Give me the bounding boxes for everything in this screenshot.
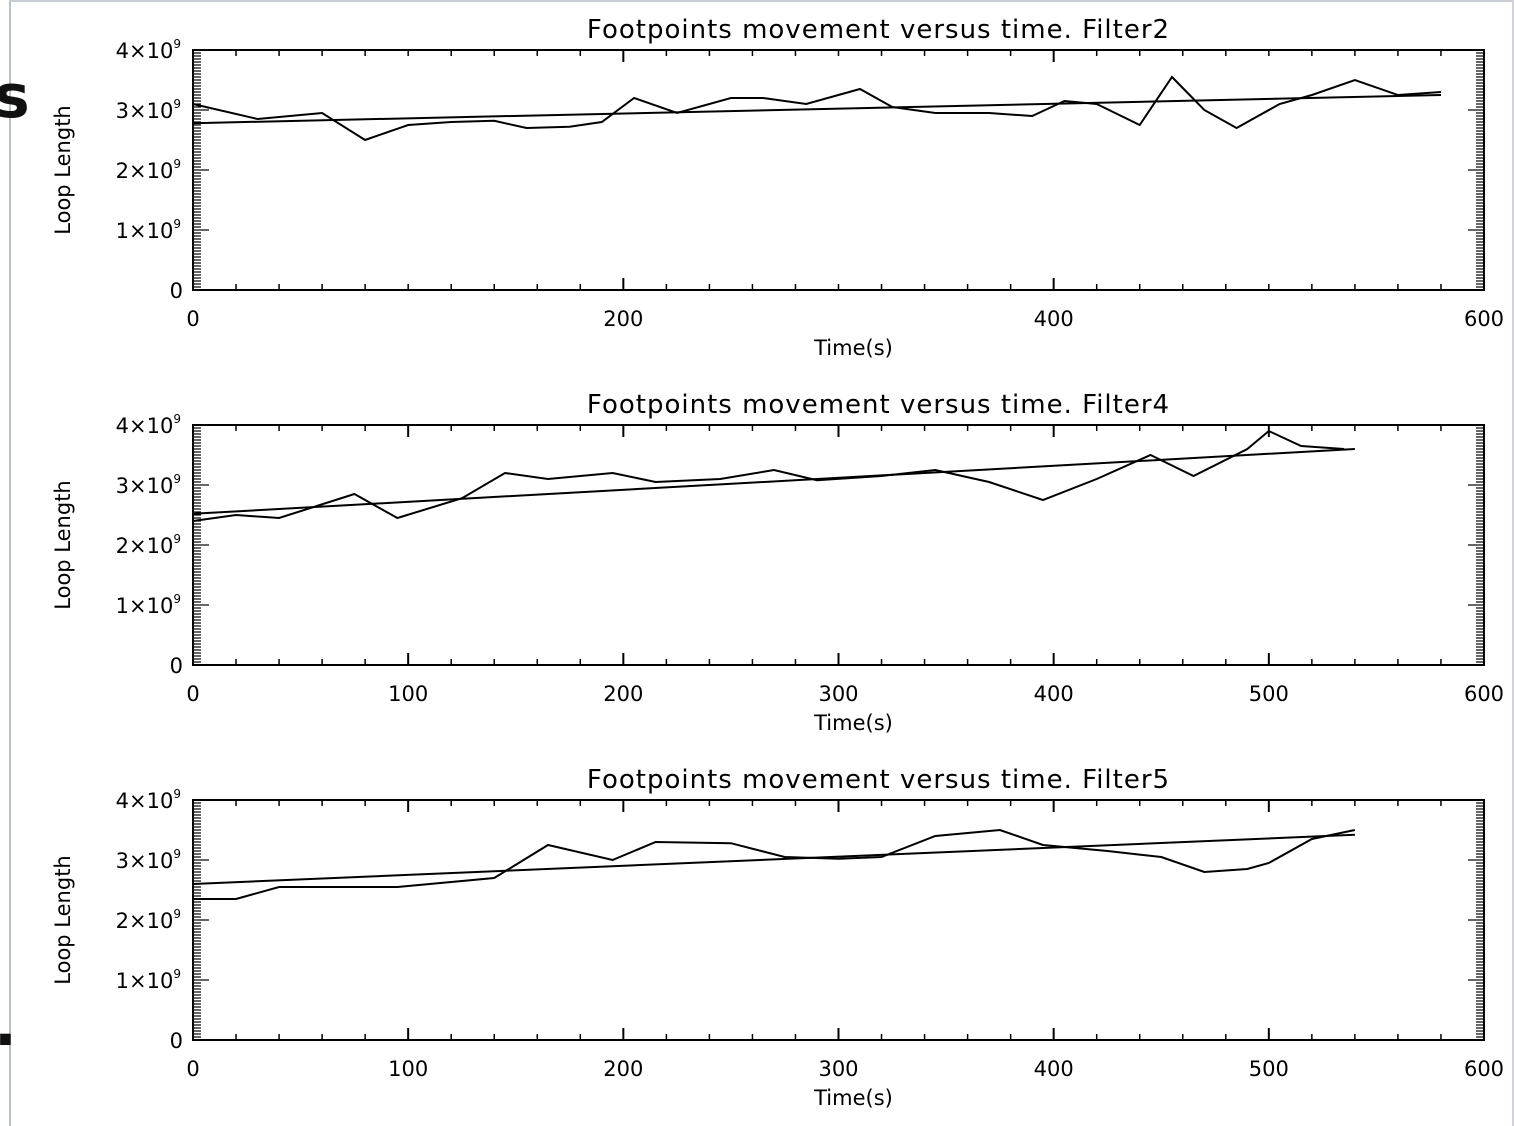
y-tick-label: 1×109 <box>116 592 181 618</box>
x-axis-label: Time(s) <box>813 1086 893 1110</box>
y-tick-exponent: 9 <box>173 217 181 231</box>
data-series-line <box>192 429 1345 522</box>
y-tick-mantissa: 3×10 <box>116 99 174 123</box>
slide-border-right <box>1512 0 1514 1126</box>
y-tick-mantissa: 3×10 <box>116 474 174 498</box>
x-tick-label: 0 <box>186 1057 199 1081</box>
y-tick-label: 3×109 <box>116 472 181 498</box>
x-tick-label: 400 <box>1034 1057 1074 1081</box>
y-tick-exponent: 9 <box>173 847 181 861</box>
x-tick-label: 100 <box>388 682 428 706</box>
y-tick-exponent: 9 <box>173 907 181 921</box>
x-tick-label: 0 <box>186 682 199 706</box>
y-tick-mantissa: 0 <box>170 279 183 303</box>
x-tick-label: 500 <box>1249 1057 1289 1081</box>
x-axis-label: Time(s) <box>813 711 893 735</box>
plot-frame <box>192 49 1485 291</box>
chart-panel-1: Footpoints movement versus time. Filter2… <box>51 15 1504 360</box>
y-tick-label: 4×109 <box>116 412 181 438</box>
fit-trend-line <box>192 94 1442 125</box>
slide-edge-strip <box>0 0 8 1126</box>
y-tick-exponent: 9 <box>173 967 181 981</box>
x-axis-label: Time(s) <box>813 336 893 360</box>
slide-border-left <box>9 0 11 1126</box>
y-tick-mantissa: 3×10 <box>116 849 174 873</box>
y-tick-mantissa: 2×10 <box>116 534 174 558</box>
y-tick-exponent: 9 <box>173 592 181 606</box>
clipped-text-fragment-top: s <box>0 62 30 132</box>
y-tick-label: 0 <box>170 654 183 678</box>
x-tick-label: 400 <box>1034 682 1074 706</box>
x-tick-label: 200 <box>603 307 643 331</box>
x-tick-label: 400 <box>1034 307 1074 331</box>
y-tick-label: 0 <box>170 1029 183 1053</box>
data-series-line <box>193 828 1356 900</box>
y-tick-label: 3×109 <box>116 97 181 123</box>
y-tick-mantissa: 2×10 <box>116 159 174 183</box>
y-tick-label: 3×109 <box>116 847 181 873</box>
y-tick-label: 4×109 <box>116 787 181 813</box>
y-tick-label: 2×109 <box>116 157 181 183</box>
y-tick-mantissa: 1×10 <box>116 594 174 618</box>
y-tick-mantissa: 1×10 <box>116 969 174 993</box>
y-axis-label: Loop Length <box>51 855 75 984</box>
y-tick-exponent: 9 <box>173 97 181 111</box>
y-tick-mantissa: 4×10 <box>116 789 174 813</box>
y-tick-label: 2×109 <box>116 532 181 558</box>
clipped-text-fragment-bottom: . <box>0 990 17 1060</box>
y-tick-label: 0 <box>170 279 183 303</box>
plot-frame <box>192 799 1485 1041</box>
y-tick-exponent: 9 <box>173 532 181 546</box>
y-tick-exponent: 9 <box>173 787 181 801</box>
x-tick-label: 300 <box>818 682 858 706</box>
chart-title: Footpoints movement versus time. Filter2 <box>587 15 1170 45</box>
y-tick-mantissa: 1×10 <box>116 219 174 243</box>
y-tick-label: 4×109 <box>116 37 181 63</box>
y-tick-exponent: 9 <box>173 157 181 171</box>
data-series-line <box>192 75 1442 142</box>
x-tick-label: 300 <box>818 1057 858 1081</box>
x-tick-label: 100 <box>388 1057 428 1081</box>
x-tick-label: 200 <box>603 1057 643 1081</box>
y-tick-exponent: 9 <box>173 412 181 426</box>
x-tick-label: 0 <box>186 307 199 331</box>
x-tick-label: 500 <box>1249 682 1289 706</box>
y-tick-mantissa: 0 <box>170 1029 183 1053</box>
chart-panel-2: Footpoints movement versus time. Filter4… <box>51 390 1504 735</box>
y-tick-label: 2×109 <box>116 907 181 933</box>
y-tick-label: 1×109 <box>116 217 181 243</box>
y-tick-label: 1×109 <box>116 967 181 993</box>
y-tick-exponent: 9 <box>173 37 181 51</box>
y-tick-mantissa: 4×10 <box>116 414 174 438</box>
y-axis-label: Loop Length <box>51 105 75 234</box>
y-tick-mantissa: 4×10 <box>116 39 174 63</box>
x-tick-label: 600 <box>1464 307 1504 331</box>
x-tick-label: 600 <box>1464 1057 1504 1081</box>
fit-trend-line <box>192 833 1355 885</box>
x-tick-label: 600 <box>1464 682 1504 706</box>
y-axis-label: Loop Length <box>51 480 75 609</box>
fit-trend-line <box>192 448 1355 515</box>
y-tick-exponent: 9 <box>173 472 181 486</box>
chart-title: Footpoints movement versus time. Filter5 <box>587 765 1170 795</box>
x-tick-label: 200 <box>603 682 643 706</box>
chart-panel-3: Footpoints movement versus time. Filter5… <box>51 765 1504 1110</box>
slide-border-top <box>9 0 1514 2</box>
y-tick-mantissa: 2×10 <box>116 909 174 933</box>
plot-frame <box>192 424 1485 666</box>
y-tick-mantissa: 0 <box>170 654 183 678</box>
chart-title: Footpoints movement versus time. Filter4 <box>587 390 1170 420</box>
